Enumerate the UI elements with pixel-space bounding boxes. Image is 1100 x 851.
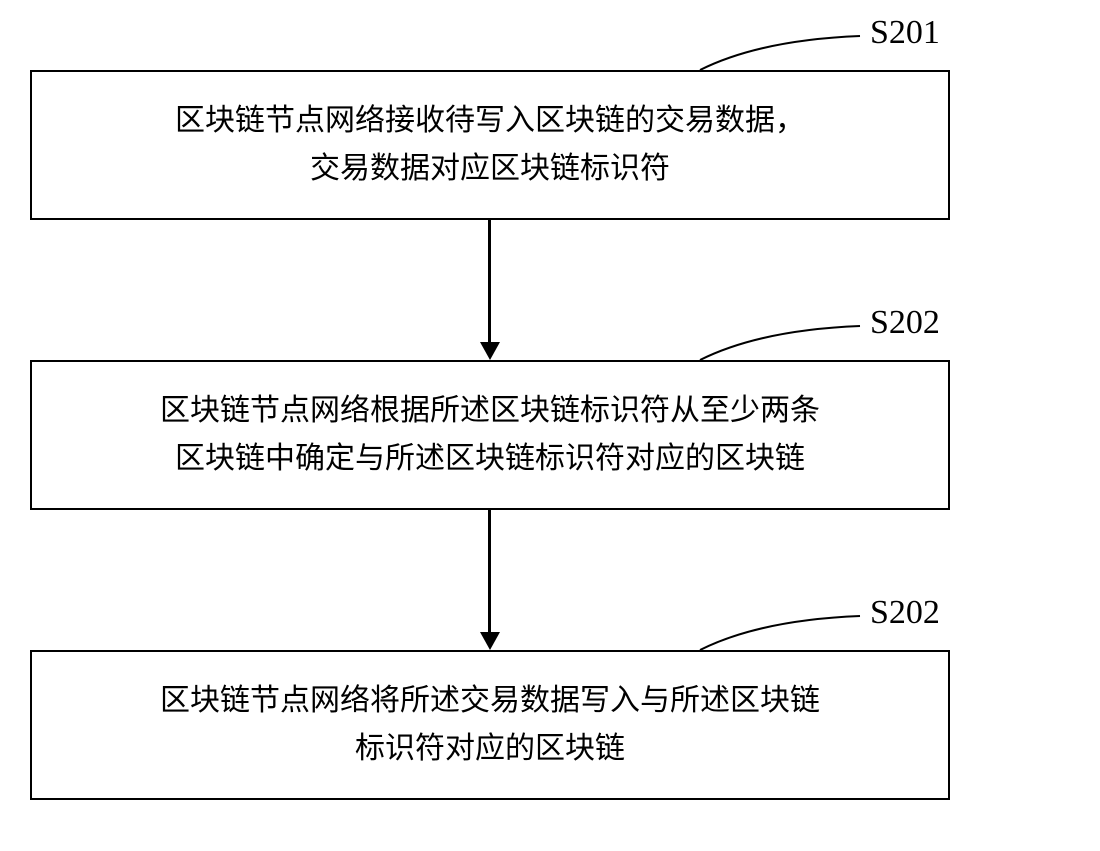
step-label-text: S201 (870, 14, 940, 51)
step-text-line1: 区块链节点网络根据所述区块链标识符从至少两条 (160, 394, 820, 427)
step-label-s201: S201 (870, 14, 940, 52)
step-box-s201: 区块链节点网络接收待写入区块链的交易数据， 交易数据对应区块链标识符 (30, 70, 950, 220)
step-label-s202b: S202 (870, 594, 940, 632)
step-text-line2: 区块链中确定与所述区块链标识符对应的区块链 (175, 442, 805, 475)
step-label-s202a: S202 (870, 304, 940, 342)
arrow-2-head (480, 632, 500, 650)
step-text: 区块链节点网络将所述交易数据写入与所述区块链 标识符对应的区块链 (160, 677, 820, 773)
arrow-1-line (488, 220, 491, 342)
step-text-line2: 标识符对应的区块链 (355, 732, 625, 765)
step-box-s202b: 区块链节点网络将所述交易数据写入与所述区块链 标识符对应的区块链 (30, 650, 950, 800)
step-label-text: S202 (870, 304, 940, 341)
step-text: 区块链节点网络接收待写入区块链的交易数据， 交易数据对应区块链标识符 (175, 97, 805, 193)
step-label-text: S202 (870, 594, 940, 631)
flowchart-canvas: S201 区块链节点网络接收待写入区块链的交易数据， 交易数据对应区块链标识符 … (0, 0, 1100, 851)
step-text-line1: 区块链节点网络接收待写入区块链的交易数据， (175, 104, 805, 137)
step-text-line2: 交易数据对应区块链标识符 (310, 152, 670, 185)
step-text-line1: 区块链节点网络将所述交易数据写入与所述区块链 (160, 684, 820, 717)
step-text: 区块链节点网络根据所述区块链标识符从至少两条 区块链中确定与所述区块链标识符对应… (160, 387, 820, 483)
step-box-s202a: 区块链节点网络根据所述区块链标识符从至少两条 区块链中确定与所述区块链标识符对应… (30, 360, 950, 510)
arrow-2-line (488, 510, 491, 632)
arrow-1-head (480, 342, 500, 360)
